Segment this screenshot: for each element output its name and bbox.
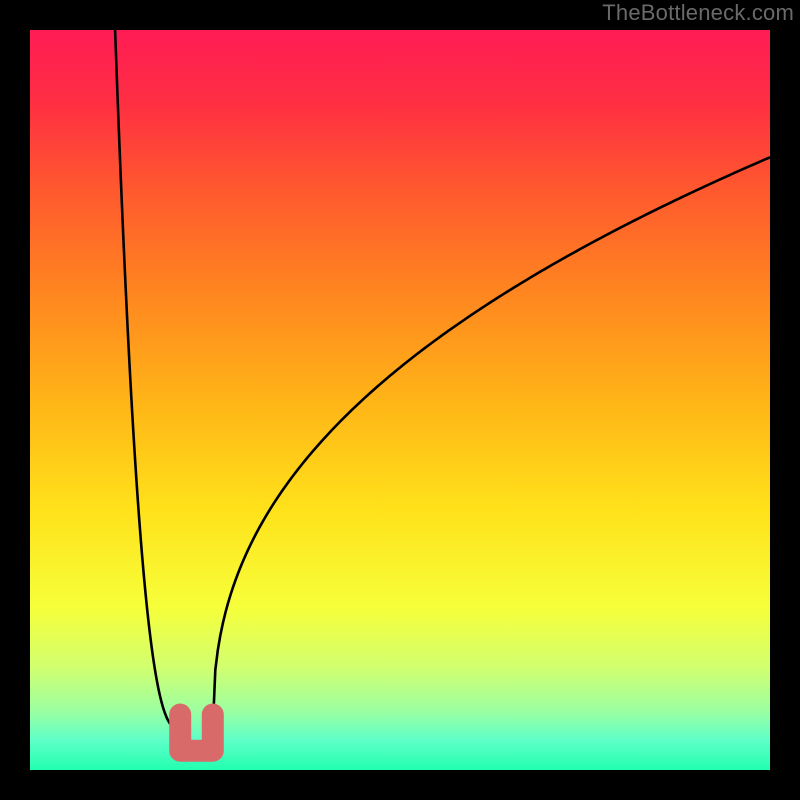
plot-area-gradient [30, 30, 770, 770]
watermark-text: TheBottleneck.com [602, 0, 794, 26]
chart-svg [0, 0, 800, 800]
bottleneck-chart: TheBottleneck.com [0, 0, 800, 800]
